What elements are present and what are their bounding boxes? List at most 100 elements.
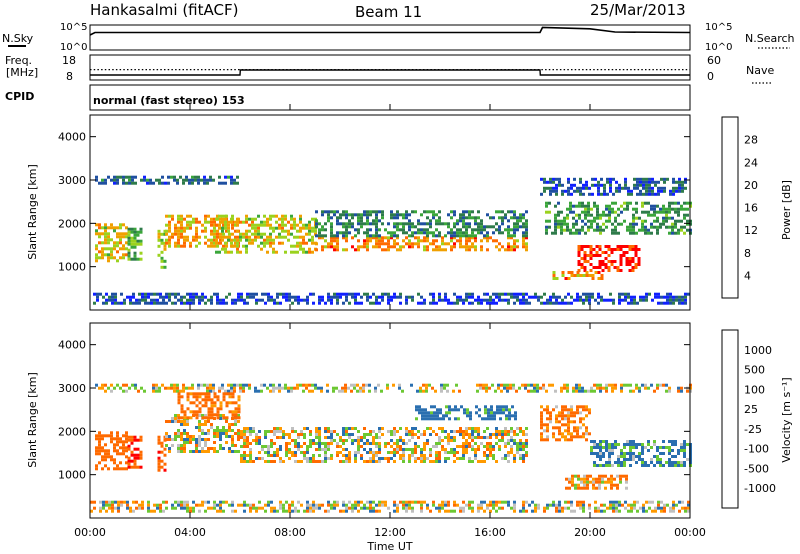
heat-cell (276, 454, 279, 457)
heat-cell (183, 441, 186, 444)
heat-cell (227, 389, 230, 393)
heat-cell (405, 509, 408, 513)
heat-cell (197, 383, 200, 387)
heat-cell (414, 242, 417, 246)
heat-cell (302, 389, 305, 393)
heat-cell (629, 225, 632, 229)
heat-cell (536, 383, 539, 387)
heat-cell (581, 386, 584, 390)
heat-cell (119, 256, 122, 260)
heat-cell (677, 207, 680, 211)
heat-cell (302, 235, 305, 239)
heat-cell (492, 445, 495, 448)
heat-cell (273, 427, 276, 430)
heat-cell (630, 189, 633, 193)
heat-cell (102, 503, 105, 507)
heat-cell (522, 292, 525, 296)
heat-cell (288, 451, 291, 454)
heat-cell (635, 216, 638, 220)
heat-cell (554, 222, 557, 226)
heat-cell (444, 500, 447, 504)
heat-cell (631, 257, 635, 260)
heat-cell (110, 178, 113, 182)
heat-cell (624, 183, 627, 187)
heat-cell (285, 442, 288, 445)
heat-cell (402, 245, 405, 249)
heat-cell (590, 440, 593, 443)
heat-cell (583, 486, 586, 490)
heat-cell (378, 509, 381, 513)
heat-cell (282, 436, 285, 439)
heat-cell (342, 234, 345, 238)
heat-cell (342, 292, 345, 296)
heat-cell (629, 449, 632, 452)
heat-cell (492, 506, 495, 510)
heat-cell (95, 437, 98, 441)
heat-cell (420, 213, 423, 217)
heat-cell (598, 477, 601, 481)
heat-cell (486, 427, 489, 430)
heat-cell (589, 245, 593, 248)
heat-cell (249, 442, 252, 445)
heat-cell (191, 178, 194, 182)
heat-cell (441, 506, 444, 510)
heat-cell (363, 245, 366, 249)
heat-cell (281, 241, 284, 245)
heat-cell (441, 236, 444, 240)
heat-cell (186, 500, 189, 504)
heat-cell (597, 509, 600, 513)
heat-cell (426, 503, 429, 507)
heat-cell (468, 460, 471, 463)
heat-cell (579, 180, 582, 184)
heat-cell (411, 242, 414, 246)
heat-cell (426, 236, 429, 240)
heat-cell (248, 383, 251, 387)
heat-cell (684, 506, 687, 510)
heat-cell (626, 204, 629, 208)
heat-cell (366, 219, 369, 223)
heat-cell (168, 220, 171, 224)
heat-cell (605, 204, 608, 208)
heat-cell (616, 245, 620, 248)
heat-cell (534, 292, 537, 296)
heat-cell (495, 427, 498, 430)
heat-cell (680, 449, 683, 452)
heat-cell (639, 506, 642, 510)
heat-cell (483, 430, 486, 433)
heat-cell (632, 228, 635, 232)
heat-cell (582, 298, 585, 302)
heat-cell (387, 457, 390, 460)
heat-cell (315, 242, 318, 246)
heat-cell (608, 383, 611, 387)
heat-cell (160, 465, 164, 469)
heat-cell (686, 389, 689, 393)
heat-cell (336, 295, 339, 299)
heat-cell (444, 503, 447, 507)
heat-cell (116, 431, 119, 435)
heat-cell (557, 213, 560, 217)
heat-cell (598, 474, 601, 478)
heat-cell (117, 500, 120, 504)
heat-cell (546, 506, 549, 510)
heat-cell (573, 183, 576, 187)
heat-cell (554, 204, 557, 208)
heat-cell (225, 235, 228, 239)
heat-cell (558, 177, 561, 181)
heat-cell (342, 210, 345, 214)
heat-cell (105, 509, 108, 513)
heat-cell (641, 201, 644, 205)
heat-cell (327, 436, 330, 439)
heat-cell (231, 423, 234, 426)
heat-cell (549, 298, 552, 302)
heat-cell (257, 214, 260, 218)
heat-cell (450, 509, 453, 513)
heat-cell (614, 231, 617, 235)
heat-cell (554, 231, 557, 235)
heat-cell (309, 439, 312, 442)
heat-cell (122, 232, 125, 236)
heat-cell (306, 506, 309, 510)
heat-cell (312, 460, 315, 463)
heat-cell (645, 509, 648, 513)
heat-cell (348, 500, 351, 504)
heat-cell (474, 216, 477, 220)
